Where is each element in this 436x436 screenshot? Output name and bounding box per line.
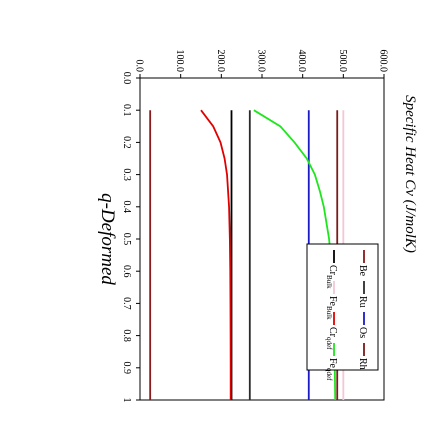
y-tick-label: 100.0 [174,50,185,73]
x-tick-label: 0.1 [121,104,132,117]
x-tick-label: 0.9 [121,362,132,375]
x-tick-label: 0.5 [121,233,132,246]
y-axis-label: Specific Heat Cv (J/molK) [402,95,418,253]
x-ticks: 0.0 0.1 0.2 0.3 0.4 0.5 0.6 0.7 0.8 0.9 1 [121,72,140,403]
y-ticks: 0.0 100.0 200.0 300.0 400.0 500.0 600.0 [134,50,389,78]
series-line-cr-qdef [200,109,232,400]
y-tick-label: 0.0 [134,60,145,73]
x-tick-label: 0.6 [121,265,132,278]
legend-entry: Ru [357,296,368,308]
y-tick-label: 600.0 [378,50,389,73]
legend-entry-subscript: Bulk [325,306,333,320]
legend-box [306,243,379,371]
x-tick-label: 1 [121,398,132,403]
x-tick-label: 0.0 [121,72,132,85]
x-tick-label: 0.7 [121,297,132,310]
x-tick-label: 0.2 [121,136,132,149]
legend-entry-subscript: qdef [325,337,333,350]
rotated-chart-group: 0.0 0.1 0.2 0.3 0.4 0.5 0.6 0.7 0.8 0.9 1 0.0 100.0… [97,50,418,403]
x-tick-label: 0.3 [121,168,132,181]
legend-entry: Os [357,327,368,338]
y-tick-label: 400.0 [296,50,307,73]
x-axis-label: q-Deformed [97,193,118,285]
y-tick-label: 500.0 [337,50,348,73]
legend-entry-subscript: qdef [325,368,333,381]
x-tick-label: 0.8 [121,329,132,342]
legend-entry-subscript: Bulk [325,275,333,289]
x-tick-label: 0.4 [121,201,132,214]
y-tick-label: 300.0 [256,50,267,73]
legend-entry: Rh [357,358,368,370]
legend-entry: Be [357,265,368,277]
y-tick-label: 200.0 [215,50,226,73]
